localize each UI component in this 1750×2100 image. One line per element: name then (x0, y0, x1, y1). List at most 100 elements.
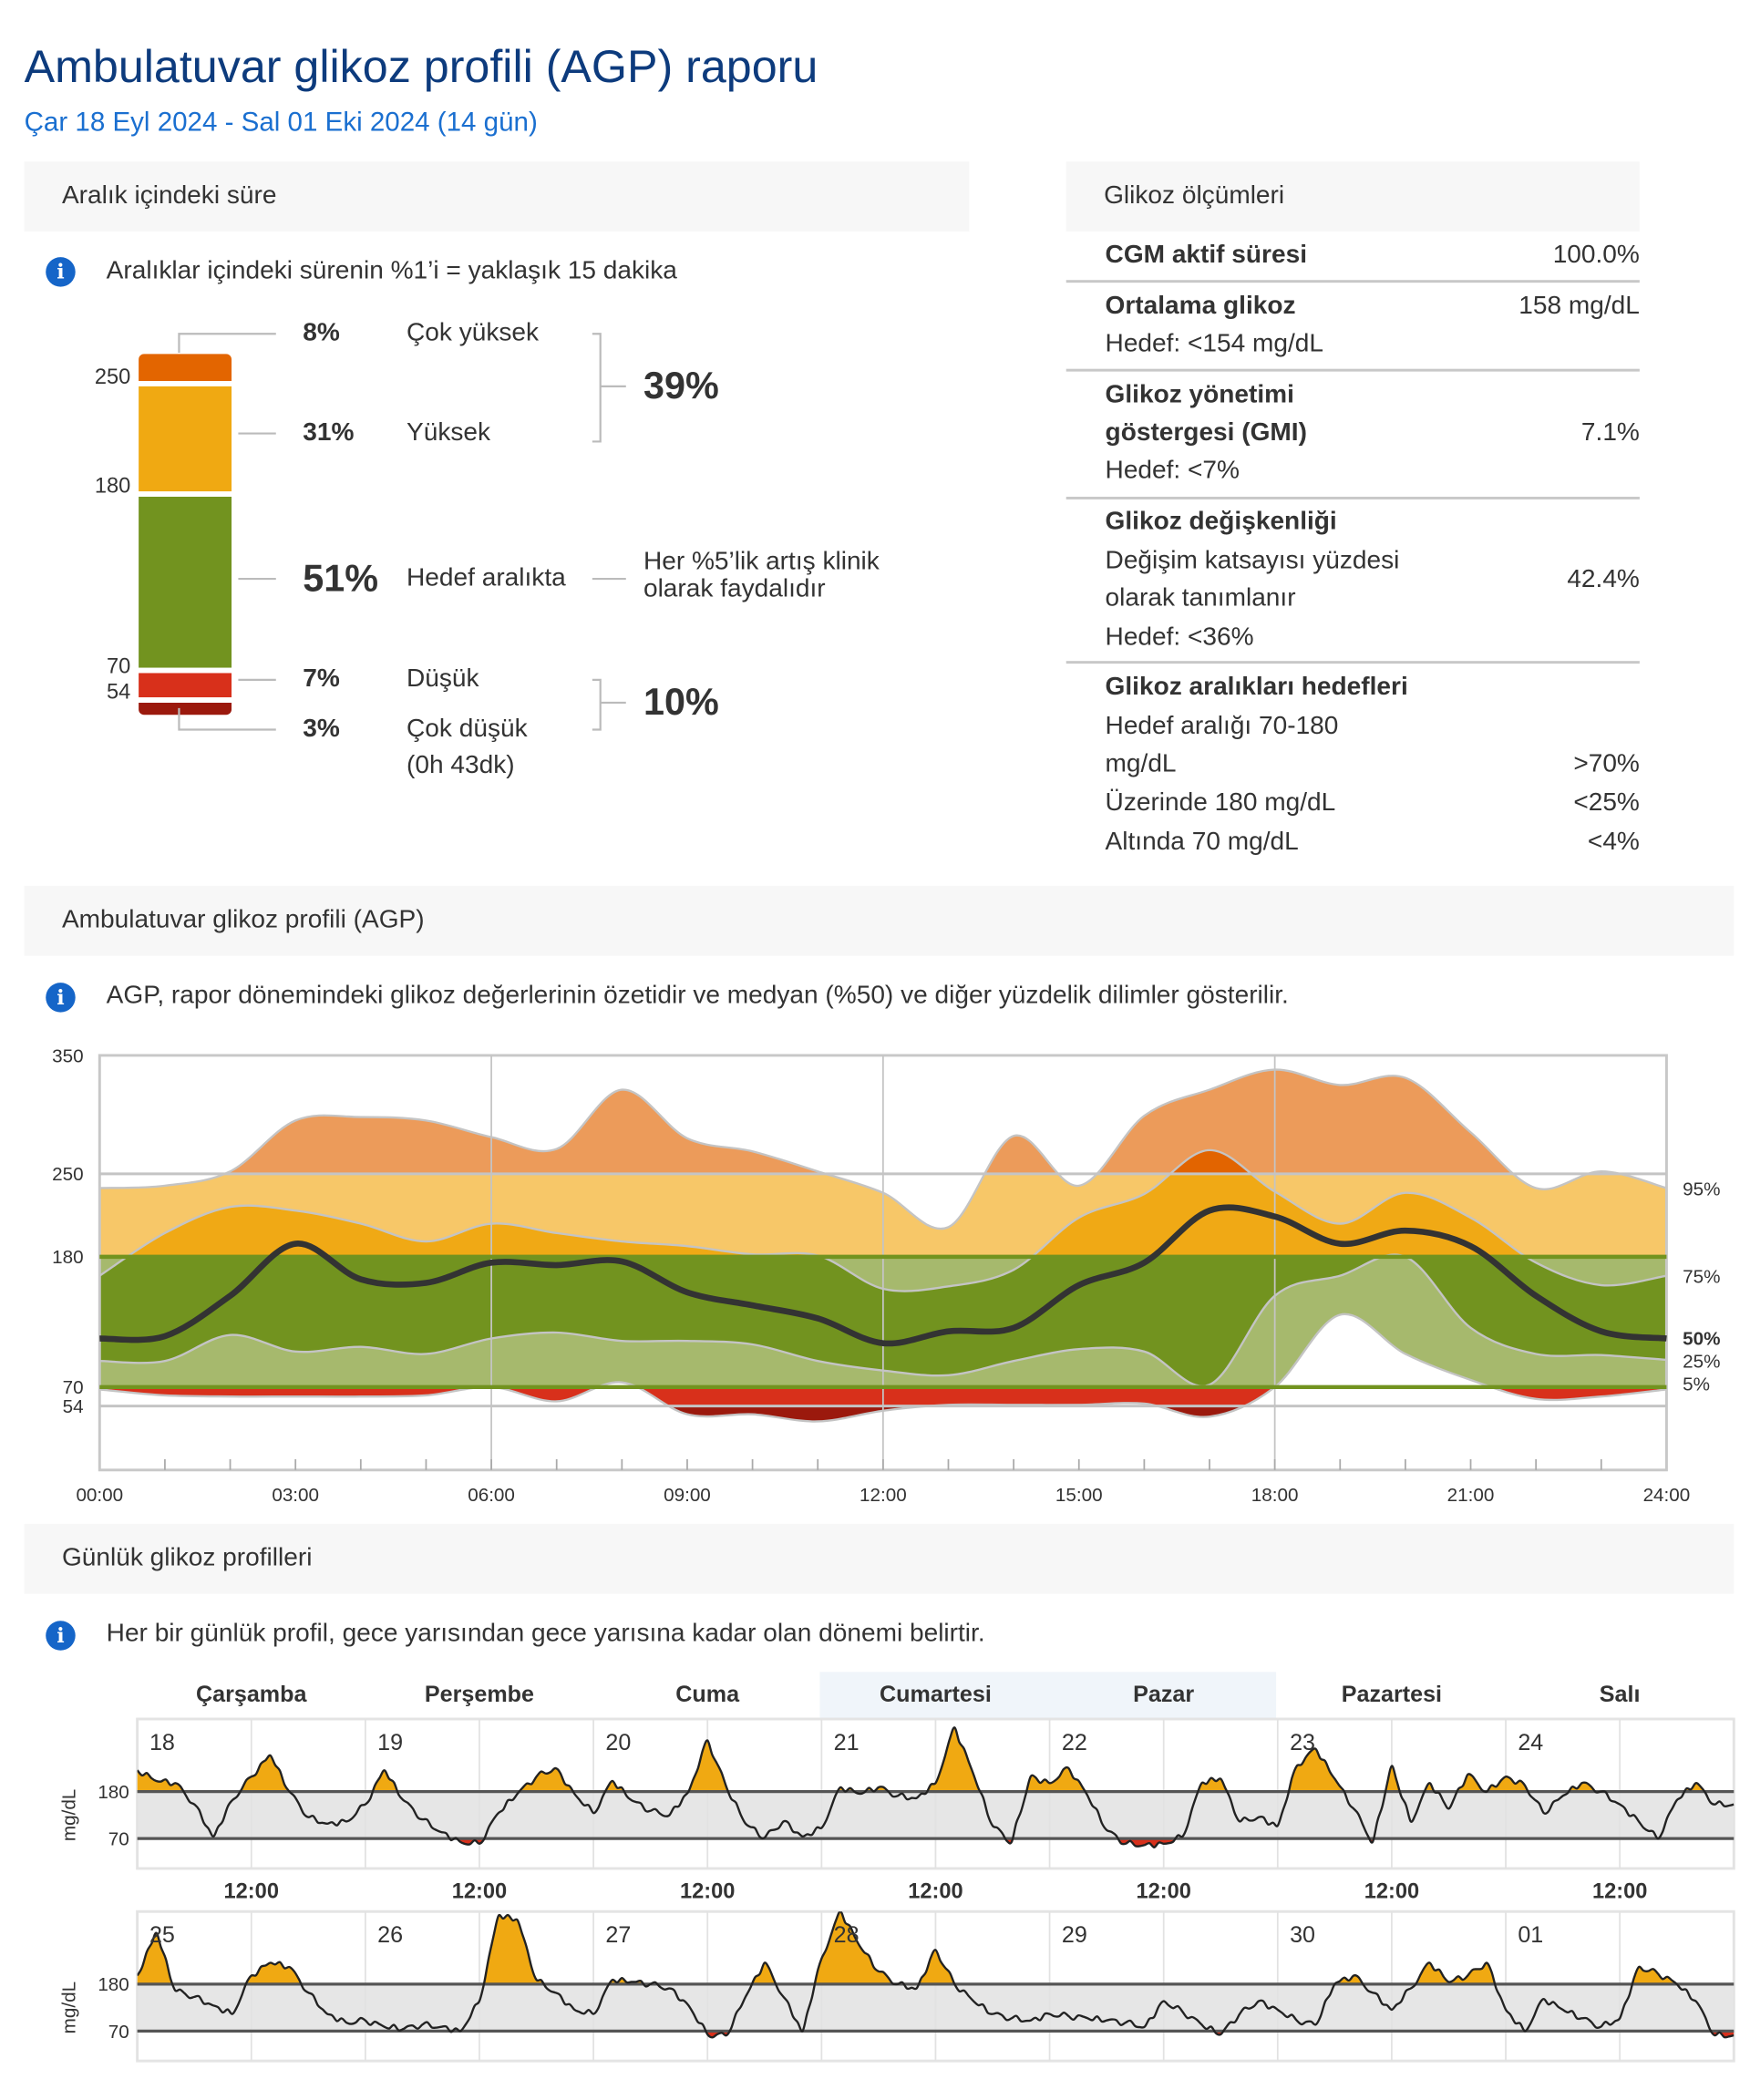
bracket-high (592, 333, 626, 443)
median-line (99, 1204, 1667, 1347)
x-tick-label: 21:00 (1447, 1485, 1495, 1506)
band-5-95 (668, 1405, 1245, 1422)
day-number: 20 (605, 1730, 631, 1755)
y-tick-label: 350 (52, 1045, 83, 1066)
percentile-label: 95% (1683, 1179, 1720, 1200)
noon-label: 12:00 (1136, 1879, 1190, 1903)
gmi-target: Hedef: <7% (1105, 456, 1240, 485)
tir-bar-segment (139, 673, 232, 697)
pct-very-low: 3% (303, 715, 340, 744)
day-number: 18 (149, 1730, 175, 1755)
below-range-value: <4% (1587, 828, 1640, 857)
combined-low-pct: 10% (643, 681, 719, 724)
info-icon: i (46, 257, 76, 287)
cv-desc-1: Değişim katsayısı yüzdesi (1105, 546, 1400, 575)
very-low-duration: (0h 43dk) (407, 751, 515, 780)
tir-bar-segment (139, 354, 232, 381)
x-tick-label: 18:00 (1251, 1485, 1299, 1506)
x-tick-label: 24:00 (1643, 1485, 1691, 1506)
targets-label: Glikoz aralıkları hedefleri (1105, 673, 1408, 702)
unit-label: mg/dL (59, 1982, 80, 2033)
daily-info-text: Her bir günlük profil, gece yarısından g… (106, 1619, 985, 1648)
scale-250: 250 (94, 365, 131, 389)
gmi-label-2: göstergesi (GMI) (1105, 418, 1307, 448)
y-tick-label: 180 (52, 1247, 83, 1268)
gmi-label-1: Glikoz yönetimi (1105, 380, 1294, 409)
pct-low: 7% (303, 664, 340, 694)
metrics-section-title: Glikoz ölçümleri (1104, 181, 1285, 211)
x-tick-label: 15:00 (1055, 1485, 1103, 1506)
mean-value: 158 mg/dL (1518, 292, 1640, 321)
divider (1065, 368, 1640, 372)
noon-label: 12:00 (680, 1879, 735, 1903)
y-label: 180 (98, 1974, 129, 1995)
y-tick-label: 54 (63, 1396, 84, 1417)
percentile-label: 5% (1683, 1374, 1710, 1395)
day-number: 29 (1062, 1922, 1087, 1948)
note-line2: olarak faydalıdır (643, 574, 826, 603)
noon-label: 12:00 (1592, 1879, 1647, 1903)
cv-desc-2: olarak tanımlanır (1105, 583, 1296, 612)
pct-very-high: 8% (303, 319, 340, 348)
divider (1065, 280, 1640, 283)
tir-bar-segment (139, 702, 232, 715)
weekday-label: Çarşamba (196, 1681, 307, 1707)
day-number: 21 (834, 1730, 860, 1755)
band-25-75 (1170, 1149, 1251, 1174)
noon-label: 12:00 (452, 1879, 507, 1903)
weekday-label: Cuma (675, 1681, 740, 1707)
tir-bar-segment (139, 496, 232, 668)
day-number: 22 (1062, 1730, 1087, 1755)
y-tick-label: 250 (52, 1164, 83, 1185)
tir-section-header: Aralık içindeki süre (24, 161, 970, 232)
percentile-line-75 (98, 1148, 1667, 1292)
x-tick-label: 03:00 (272, 1485, 319, 1506)
cv-target: Hedef: <36% (1105, 623, 1254, 652)
connector-very-high (178, 333, 276, 353)
tir-info-text: Aralıklar içindeki sürenin %1’i = yaklaş… (106, 257, 677, 286)
target-range-label-2: mg/dL (1105, 749, 1177, 778)
metrics-section-header: Glikoz ölçümleri (1065, 161, 1640, 232)
divider (1065, 496, 1640, 499)
gmi-value: 7.1% (1580, 418, 1640, 448)
agp-info-text: AGP, rapor dönemindeki glikoz değerlerin… (106, 981, 1289, 1010)
info-icon: i (46, 983, 76, 1013)
glucose-trace (137, 1911, 1735, 2039)
day-number: 26 (377, 1922, 403, 1948)
below-range-label: Altında 70 mg/dL (1105, 828, 1299, 857)
day-number: 30 (1290, 1922, 1315, 1948)
info-icon: i (46, 1621, 76, 1651)
tir-section-title: Aralık içindeki süre (61, 181, 277, 211)
weekday-label: Pazar (1133, 1681, 1195, 1707)
unit-label: mg/dL (59, 1789, 80, 1841)
note-line1: Her %5’lik artış klinik (643, 548, 880, 577)
weekday-label: Pazartesi (1341, 1681, 1443, 1707)
daily-section-title: Günlük glikoz profilleri (61, 1544, 313, 1573)
above-range-fill (137, 1727, 1705, 1792)
x-tick-label: 12:00 (860, 1485, 907, 1506)
y-label: 180 (98, 1782, 129, 1803)
agp-section-header: Ambulatuvar glikoz profili (AGP) (24, 885, 1735, 956)
weekday-label: Cumartesi (880, 1681, 992, 1707)
label-low: Düşük (407, 664, 479, 694)
day-number: 24 (1518, 1730, 1543, 1755)
pct-target: 51% (303, 557, 379, 600)
label-high: Yüksek (407, 418, 491, 448)
noon-label: 12:00 (1364, 1879, 1419, 1903)
label-very-low: Çok düşük (407, 715, 528, 744)
y-tick-label: 70 (63, 1377, 84, 1398)
day-number: 28 (834, 1922, 860, 1948)
divider (1065, 661, 1640, 664)
bracket-low (592, 678, 626, 731)
day-number: 25 (149, 1922, 175, 1948)
pct-high: 31% (303, 418, 355, 448)
mean-target: Hedef: <154 mg/dL (1105, 329, 1324, 358)
time-in-range-bar (139, 354, 232, 715)
page-title: Ambulatuvar glikoz profili (AGP) raporu (24, 41, 818, 93)
combined-high-pct: 39% (643, 365, 719, 407)
scale-180: 180 (94, 475, 131, 499)
x-tick-label: 06:00 (468, 1485, 515, 1506)
label-very-high: Çok yüksek (407, 319, 540, 348)
cgm-label: CGM aktif süresi (1105, 241, 1307, 270)
